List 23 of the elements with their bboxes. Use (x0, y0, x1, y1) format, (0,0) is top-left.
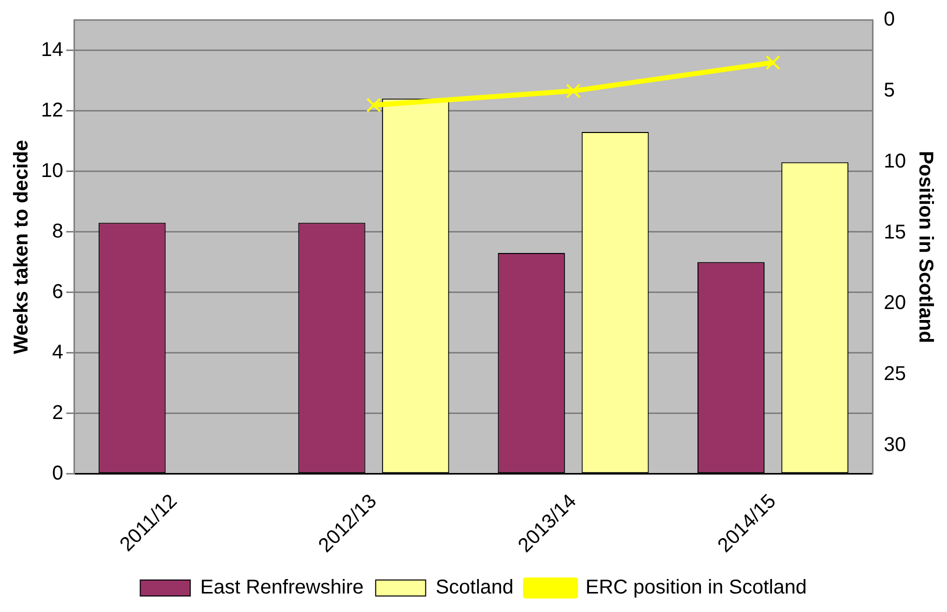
y2-tick-label: 10 (884, 150, 906, 172)
y-tick-label: 8 (52, 220, 64, 242)
y-tick-label: 0 (52, 462, 64, 484)
y2-tick-label: 0 (884, 8, 895, 31)
legend-label: East Renfrewshire (200, 576, 364, 599)
point (766, 55, 780, 70)
y-tick-label: 2 (52, 402, 64, 424)
y-tick-label: 6 (52, 280, 64, 303)
y2-axis-title: Position in Scotland (914, 150, 936, 344)
y-tick-label: 14 (40, 38, 64, 61)
y2-tick-label: 30 (884, 434, 906, 456)
point (366, 98, 382, 112)
y2-tick-label: 15 (884, 221, 906, 244)
y-axis-title: Weeks taken to decide (10, 140, 33, 354)
y2-tick-label: 5 (884, 79, 895, 102)
y2-tick-label: 20 (884, 292, 906, 314)
point (566, 84, 581, 98)
legend-label: ERC position in Scotland (586, 576, 807, 599)
y2-tick-label: 25 (884, 363, 906, 386)
y-tick-label: 12 (40, 99, 64, 122)
y-tick-label: 10 (40, 160, 64, 182)
legend-label: Scotland (436, 576, 514, 599)
y-tick-label: 4 (52, 341, 64, 364)
